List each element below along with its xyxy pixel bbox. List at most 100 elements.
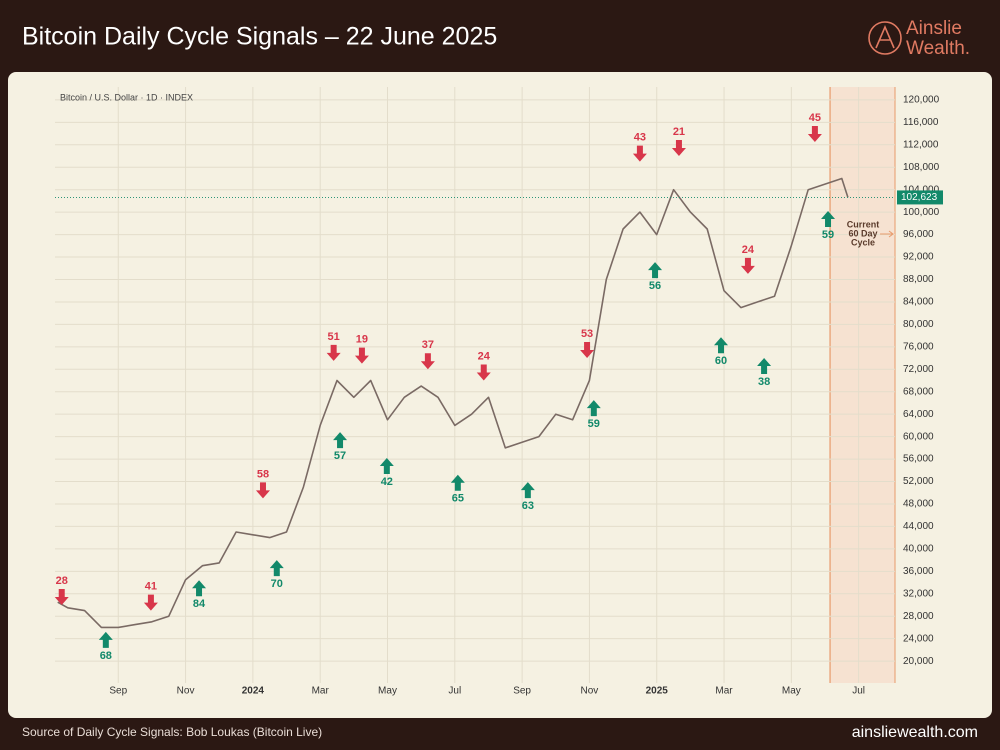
- y-tick-label: 76,000: [903, 341, 934, 352]
- last-price-label: 102,623: [901, 192, 938, 203]
- y-tick-label: 96,000: [903, 229, 934, 240]
- signal-label: 19: [356, 334, 368, 346]
- logo-suffix: Wealth.: [906, 38, 970, 59]
- site-url: ainsliewealth.com: [852, 724, 978, 741]
- cycle-annotation: Current: [847, 219, 880, 229]
- top-signal-arrow: [476, 364, 491, 381]
- x-tick-label: Nov: [581, 686, 599, 697]
- y-tick-label: 44,000: [903, 521, 934, 532]
- bottom-signal-arrow: [714, 337, 729, 354]
- bottom-signal-arrow: [333, 432, 348, 449]
- top-signal-arrow: [632, 145, 647, 162]
- y-tick-label: 56,000: [903, 454, 934, 465]
- signal-label: 38: [758, 376, 770, 388]
- page-title: Bitcoin Daily Cycle Signals – 22 June 20…: [22, 23, 497, 51]
- signal-label: 24: [742, 244, 755, 256]
- signal-label: 58: [257, 468, 269, 480]
- current-cycle-region: [830, 87, 895, 683]
- signal-label: 59: [588, 418, 600, 430]
- top-signal-arrow: [255, 482, 270, 499]
- top-signal-arrow: [143, 594, 158, 611]
- y-tick-label: 80,000: [903, 319, 934, 330]
- signal-label: 37: [422, 339, 434, 351]
- y-tick-label: 84,000: [903, 297, 934, 308]
- bottom-signal-arrow: [450, 474, 465, 491]
- y-tick-label: 108,000: [903, 162, 940, 173]
- bottom-signal-arrow: [98, 631, 113, 648]
- signal-label: 21: [673, 126, 685, 138]
- signal-label: 65: [452, 493, 464, 505]
- top-signal-arrow: [420, 353, 435, 370]
- bottom-signal-arrow: [648, 262, 663, 279]
- y-tick-label: 52,000: [903, 476, 934, 487]
- x-tick-label: Jul: [448, 686, 461, 697]
- y-tick-label: 120,000: [903, 95, 940, 106]
- bottom-signal-arrow: [586, 400, 601, 417]
- signal-label: 56: [649, 280, 661, 292]
- bottom-signal-arrow: [821, 211, 836, 228]
- y-tick-label: 28,000: [903, 611, 934, 622]
- top-signal-arrow: [740, 257, 755, 274]
- logo-ring: [868, 21, 902, 55]
- chart: 20,000 24,000 28,000 32,000 36,000 40,000 44,0…: [54, 87, 943, 697]
- x-tick-label: 2025: [646, 686, 669, 697]
- bottom-signal-arrow: [520, 482, 535, 499]
- signal-label: 24: [478, 350, 491, 362]
- signal-label: 68: [100, 650, 112, 662]
- x-tick-label: Jul: [852, 686, 865, 697]
- y-tick-label: 60,000: [903, 431, 934, 442]
- chart-panel: [8, 72, 992, 718]
- signal-label: 60: [715, 355, 727, 367]
- signal-label: 53: [581, 328, 593, 340]
- signal-label: 41: [145, 581, 157, 593]
- top-signal-arrow: [326, 344, 341, 361]
- bottom-signal-arrow: [269, 560, 284, 577]
- x-tick-label: May: [782, 686, 801, 697]
- y-tick-label: 40,000: [903, 544, 934, 555]
- signal-label: 84: [193, 598, 206, 610]
- cycle-annotation: Cycle: [851, 237, 875, 247]
- y-tick-label: 68,000: [903, 386, 934, 397]
- y-tick-label: 20,000: [903, 656, 934, 667]
- signal-label: 57: [334, 450, 346, 462]
- price-line: [57, 177, 849, 629]
- y-tick-label: 112,000: [903, 139, 939, 150]
- signal-label: 45: [809, 112, 821, 124]
- y-tick-label: 36,000: [903, 566, 934, 577]
- y-tick-label: 92,000: [903, 252, 934, 263]
- logo-mark: [875, 24, 895, 49]
- signal-label: 28: [56, 575, 68, 587]
- y-tick-label: 48,000: [903, 499, 934, 510]
- logo: Ainslie Wealth.: [868, 18, 970, 59]
- signal-label: 51: [328, 331, 340, 343]
- top-signal-arrow: [807, 125, 822, 142]
- top-signal-arrow: [354, 347, 369, 364]
- cycle-arrow: [880, 230, 894, 238]
- y-tick-label: 32,000: [903, 588, 934, 599]
- x-tick-label: Sep: [513, 686, 531, 697]
- y-tick-label: 104,000: [903, 184, 940, 195]
- y-tick-label: 88,000: [903, 274, 934, 285]
- y-tick-label: 24,000: [903, 633, 934, 644]
- x-tick-label: May: [378, 686, 397, 697]
- x-tick-label: Nov: [177, 686, 195, 697]
- y-tick-label: 100,000: [903, 207, 940, 218]
- source-note: Source of Daily Cycle Signals: Bob Louka…: [22, 725, 322, 739]
- signal-label: 42: [381, 476, 393, 488]
- y-tick-label: 72,000: [903, 364, 934, 375]
- signal-label: 59: [822, 229, 834, 241]
- last-price-box: [897, 190, 943, 205]
- bottom-signal-arrow: [757, 358, 772, 375]
- top-signal-arrow: [671, 140, 686, 157]
- signal-label: 63: [522, 500, 534, 512]
- x-tick-label: Sep: [109, 686, 127, 697]
- top-signal-arrow: [54, 588, 69, 605]
- logo-name: Ainslie: [906, 18, 962, 39]
- signal-label: 70: [271, 578, 283, 590]
- x-tick-label: Mar: [312, 686, 330, 697]
- signal-label: 43: [634, 132, 646, 144]
- y-tick-label: 116,000: [903, 117, 939, 128]
- x-tick-label: 2024: [242, 686, 265, 697]
